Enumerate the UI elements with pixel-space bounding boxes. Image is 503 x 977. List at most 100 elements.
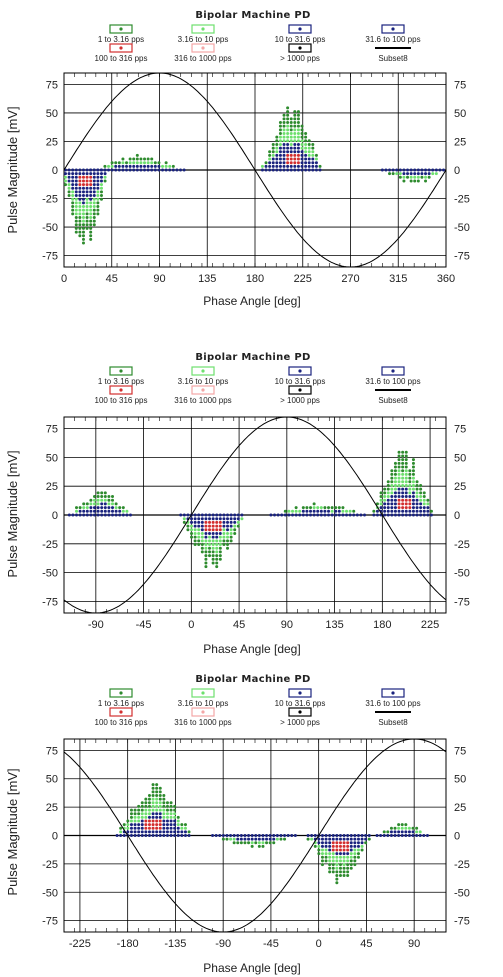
pd-point: [304, 157, 308, 161]
pd-point: [298, 513, 302, 517]
pd-point: [218, 546, 222, 550]
pd-point: [222, 528, 226, 532]
pd-point: [155, 823, 159, 827]
pd-point: [71, 212, 75, 216]
y-tick-label-right: -50: [454, 568, 470, 580]
y-tick-label-right: -25: [454, 194, 470, 206]
pd-point: [67, 179, 71, 183]
pd-point: [78, 219, 82, 223]
y-tick-label-left: 25: [46, 802, 58, 814]
pd-point: [328, 852, 332, 856]
pd-point: [411, 495, 415, 499]
pd-point: [144, 834, 148, 837]
pd-point: [411, 502, 415, 506]
pd-point: [229, 528, 233, 532]
pd-point: [404, 461, 408, 465]
pd-point: [268, 168, 272, 172]
pd-point: [155, 826, 159, 830]
pd-point: [415, 491, 419, 495]
pd-point: [239, 834, 243, 837]
pd-point: [218, 513, 222, 517]
pd-point: [92, 219, 96, 223]
pd-point: [200, 520, 204, 524]
pd-point: [226, 546, 230, 550]
pd-point: [289, 117, 293, 121]
pd-point: [375, 502, 379, 506]
pd-point: [144, 808, 148, 812]
pd-point: [96, 506, 100, 510]
pd-point: [85, 186, 89, 190]
pd-point: [286, 146, 290, 150]
pd-point: [158, 819, 162, 823]
pd-point: [397, 502, 401, 506]
pd-point: [415, 483, 419, 487]
pd-point: [190, 531, 194, 535]
pd-point: [386, 509, 390, 513]
point-marker-icon: [119, 388, 123, 392]
pd-point: [215, 546, 219, 550]
pd-point: [416, 179, 420, 183]
pd-point: [173, 804, 177, 808]
pd-point: [352, 509, 356, 513]
legend-label: 3.16 to 10 pps: [178, 699, 229, 708]
pd-point: [96, 190, 100, 194]
pd-point: [193, 520, 197, 524]
pd-point: [307, 139, 311, 143]
pd-point: [319, 513, 323, 517]
pd-point: [121, 161, 125, 165]
pd-point: [193, 528, 197, 532]
pd-point: [175, 168, 179, 172]
pd-point: [293, 164, 297, 168]
pd-point: [346, 859, 350, 863]
pd-point: [406, 168, 410, 172]
pd-point: [268, 164, 272, 168]
pd-point: [162, 801, 166, 805]
pd-point: [383, 491, 387, 495]
legend-label: 10 to 31.6 pps: [275, 377, 326, 386]
pd-point: [286, 139, 290, 143]
pd-point: [408, 491, 412, 495]
pd-point: [155, 815, 159, 819]
pd-point: [140, 830, 144, 834]
pd-point: [341, 513, 345, 517]
pd-point: [153, 164, 157, 168]
pd-point: [187, 834, 191, 837]
pd-point: [314, 157, 318, 161]
pd-point: [260, 164, 264, 168]
pd-point: [363, 513, 367, 517]
pd-point: [286, 106, 290, 110]
pd-point: [236, 841, 240, 845]
pd-point: [85, 175, 89, 179]
x-tick-label: -90: [88, 619, 104, 631]
pd-point: [401, 469, 405, 473]
pd-point: [179, 513, 183, 517]
pd-point: [162, 812, 166, 816]
x-tick-label: -90: [215, 938, 231, 950]
pd-point: [386, 491, 390, 495]
pd-point: [81, 172, 85, 176]
pd-point: [165, 819, 169, 823]
pd-point: [114, 502, 118, 506]
pd-point: [400, 834, 404, 837]
pd-point: [155, 804, 159, 808]
pd-point: [335, 848, 339, 852]
chart-panel-2: Bipolar Machine PD 1 to 3.16 pps 3.16 to …: [5, 352, 470, 656]
pd-point: [193, 531, 197, 535]
pd-point: [342, 841, 346, 845]
pd-point: [193, 535, 197, 539]
pd-point: [144, 815, 148, 819]
pd-point: [404, 469, 408, 473]
pd-point: [293, 150, 297, 154]
pd-point: [193, 517, 197, 521]
pd-point: [268, 834, 272, 837]
pd-point: [289, 124, 293, 128]
y-tick-label-left: 50: [46, 452, 58, 464]
pd-cluster: [269, 502, 367, 517]
pd-point: [320, 844, 324, 848]
x-tick-label: 270: [341, 273, 359, 285]
pd-point: [133, 826, 137, 830]
pd-point: [144, 819, 148, 823]
pd-point: [119, 830, 123, 834]
pd-point: [397, 458, 401, 462]
legend-entry: 100 to 316 pps: [95, 707, 147, 727]
